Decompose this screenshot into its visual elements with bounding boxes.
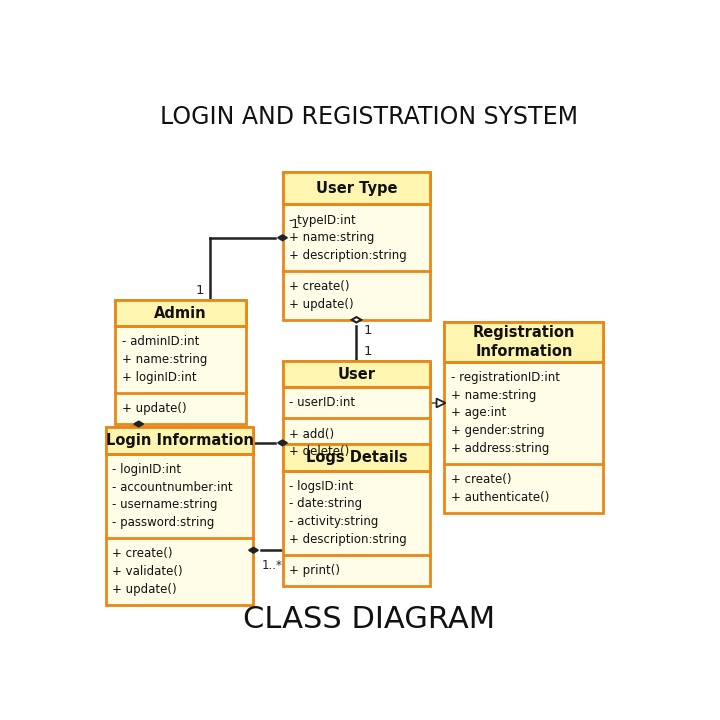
Text: - username:string: - username:string bbox=[112, 498, 218, 511]
Text: - accountnumber:int: - accountnumber:int bbox=[112, 481, 233, 494]
Text: + delete(): + delete() bbox=[289, 445, 349, 458]
Bar bbox=[115, 300, 246, 326]
Text: - typeID:int: - typeID:int bbox=[289, 214, 356, 227]
Bar bbox=[282, 444, 431, 586]
Polygon shape bbox=[352, 317, 361, 323]
Text: + description:string: + description:string bbox=[289, 533, 407, 546]
Text: + update(): + update() bbox=[122, 402, 186, 415]
Text: + add(): + add() bbox=[289, 428, 334, 441]
Bar bbox=[106, 428, 253, 454]
Text: + description:string: + description:string bbox=[289, 249, 407, 262]
Text: - registrationID:int: - registrationID:int bbox=[451, 371, 560, 384]
Text: + loginID:int: + loginID:int bbox=[122, 371, 197, 384]
Polygon shape bbox=[249, 547, 258, 553]
Text: + address:string: + address:string bbox=[451, 442, 549, 455]
Bar bbox=[282, 361, 431, 387]
Text: + validate(): + validate() bbox=[112, 565, 183, 578]
Polygon shape bbox=[134, 421, 143, 427]
Text: + gender:string: + gender:string bbox=[451, 424, 544, 437]
Bar bbox=[115, 300, 246, 424]
Text: 1: 1 bbox=[363, 345, 372, 358]
Polygon shape bbox=[278, 235, 287, 240]
Bar bbox=[282, 444, 431, 471]
Bar bbox=[106, 428, 253, 605]
Text: - loginID:int: - loginID:int bbox=[112, 463, 181, 476]
Bar bbox=[444, 322, 603, 513]
Text: + authenticate(): + authenticate() bbox=[451, 491, 549, 504]
Text: 1: 1 bbox=[363, 324, 372, 337]
Text: User Type: User Type bbox=[315, 181, 397, 196]
Text: + name:string: + name:string bbox=[451, 389, 536, 402]
Text: + create(): + create() bbox=[112, 547, 173, 560]
Polygon shape bbox=[436, 399, 446, 408]
Text: 1..*: 1..* bbox=[262, 559, 283, 572]
Text: + age:int: + age:int bbox=[451, 407, 506, 420]
Text: + print(): + print() bbox=[289, 564, 341, 577]
Text: + name:string: + name:string bbox=[122, 354, 207, 366]
Text: 1: 1 bbox=[291, 218, 300, 231]
Text: Logs Details: Logs Details bbox=[305, 450, 408, 465]
Text: Login Information: Login Information bbox=[106, 433, 253, 448]
Polygon shape bbox=[278, 440, 287, 446]
Bar bbox=[282, 172, 431, 320]
Text: - password:string: - password:string bbox=[112, 516, 215, 529]
Text: - date:string: - date:string bbox=[289, 498, 362, 510]
Text: CLASS DIAGRAM: CLASS DIAGRAM bbox=[243, 606, 495, 634]
Text: Admin: Admin bbox=[154, 306, 207, 320]
Text: - userID:int: - userID:int bbox=[289, 397, 356, 410]
Text: LOGIN AND REGISTRATION SYSTEM: LOGIN AND REGISTRATION SYSTEM bbox=[160, 105, 578, 129]
Text: - logsID:int: - logsID:int bbox=[289, 480, 354, 492]
Text: User: User bbox=[338, 366, 375, 382]
Bar bbox=[282, 361, 431, 467]
Text: - activity:string: - activity:string bbox=[289, 515, 379, 528]
Text: 1: 1 bbox=[196, 284, 204, 297]
Text: + create(): + create() bbox=[451, 473, 511, 486]
Text: + update(): + update() bbox=[112, 582, 177, 595]
Text: + create(): + create() bbox=[289, 280, 350, 293]
Bar bbox=[282, 172, 431, 204]
Bar bbox=[444, 322, 603, 362]
Text: Registration
Information: Registration Information bbox=[472, 325, 575, 359]
Text: - adminID:int: - adminID:int bbox=[122, 336, 199, 348]
Text: + name:string: + name:string bbox=[289, 231, 374, 244]
Text: + update(): + update() bbox=[289, 298, 354, 311]
